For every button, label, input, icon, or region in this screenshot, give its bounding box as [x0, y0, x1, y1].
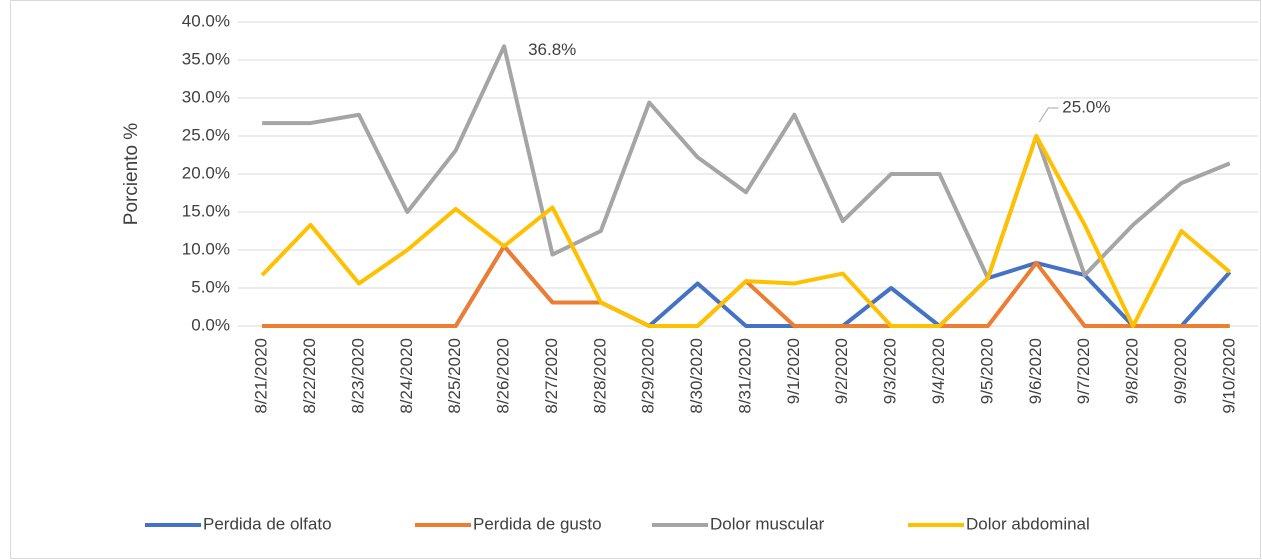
- y-tick-label: 20.0%: [182, 163, 230, 182]
- x-tick-label: 8/22/2020: [300, 338, 319, 414]
- x-tick-label: 8/23/2020: [348, 338, 367, 414]
- y-tick-label: 40.0%: [182, 11, 230, 30]
- x-tick-label: 9/6/2020: [1026, 338, 1045, 404]
- x-tick-label: 8/25/2020: [445, 338, 464, 414]
- x-tick-label: 8/29/2020: [639, 338, 658, 414]
- y-axis-label: Porciento %: [121, 123, 142, 226]
- x-tick-label: 9/9/2020: [1171, 338, 1190, 404]
- y-tick-label: 0.0%: [191, 315, 230, 334]
- x-tick-label: 8/27/2020: [542, 338, 561, 414]
- x-tick-label: 8/21/2020: [252, 338, 271, 414]
- series-line: [262, 44, 1231, 281]
- y-tick-label: 5.0%: [191, 277, 230, 296]
- data-label: 36.8%: [528, 40, 576, 59]
- y-tick-label: 10.0%: [182, 239, 230, 258]
- y-tick-label: 25.0%: [182, 125, 230, 144]
- label-leader: [1038, 107, 1059, 123]
- chart-border: [10, 0, 1261, 559]
- x-tick-label: 9/2/2020: [832, 338, 851, 404]
- x-tick-label: 9/1/2020: [784, 338, 803, 404]
- legend-label: Dolor abdominal: [966, 514, 1090, 533]
- x-tick-label: 9/3/2020: [881, 338, 900, 404]
- legend-label: Perdida de gusto: [473, 514, 602, 533]
- x-tick-label: 8/26/2020: [494, 338, 513, 414]
- y-tick-label: 35.0%: [182, 49, 230, 68]
- x-tick-label: 9/8/2020: [1123, 338, 1142, 404]
- x-tick-label: 9/10/2020: [1219, 338, 1238, 414]
- x-tick-label: 8/30/2020: [687, 338, 706, 414]
- legend-label: Perdida de olfato: [203, 514, 332, 533]
- x-tick-label: 9/7/2020: [1074, 338, 1093, 404]
- x-tick-label: 9/4/2020: [929, 338, 948, 404]
- x-tick-label: 8/28/2020: [590, 338, 609, 414]
- x-tick-label: 8/31/2020: [735, 338, 754, 414]
- series-line: [260, 134, 1232, 328]
- y-tick-label: 15.0%: [182, 201, 230, 220]
- x-tick-label: 8/24/2020: [397, 338, 416, 414]
- data-label: 25.0%: [1062, 97, 1110, 116]
- x-tick-label: 9/5/2020: [977, 338, 996, 404]
- legend-label: Dolor muscular: [710, 514, 825, 533]
- y-tick-label: 30.0%: [182, 87, 230, 106]
